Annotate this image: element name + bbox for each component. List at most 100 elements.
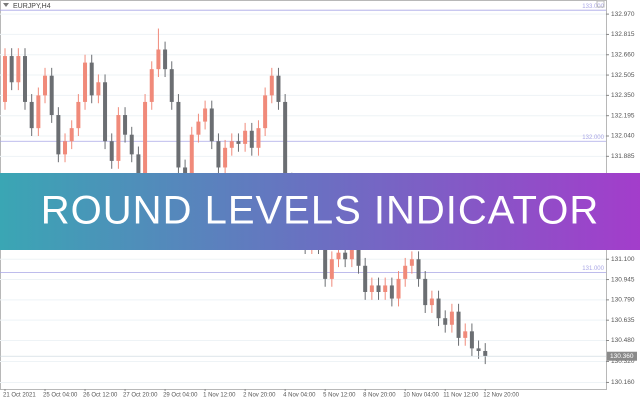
candle-body: [249, 130, 254, 148]
candle-body: [356, 246, 361, 266]
round-level-label: 132.000: [582, 135, 604, 141]
candle-body: [43, 75, 48, 96]
round-level-label: 133.000: [582, 4, 604, 10]
x-tick-label: 21 Oct 2021: [3, 393, 36, 399]
candle-body: [276, 75, 281, 102]
candle-body: [76, 101, 81, 129]
grid: [0, 13, 606, 383]
x-tick-label: 10 Nov 04:00: [403, 393, 439, 399]
candle-body: [369, 285, 374, 292]
y-tick-label: 131.885: [611, 153, 635, 160]
candle-body: [203, 108, 208, 122]
candle-body: [409, 259, 414, 266]
candle-body: [263, 95, 268, 129]
candle-body: [49, 75, 54, 116]
candle-body: [36, 95, 41, 129]
candle-body: [343, 252, 348, 260]
candle-body: [236, 141, 241, 144]
candle-body: [149, 69, 154, 102]
round-level-label: 131.000: [582, 266, 604, 272]
candle-body: [196, 121, 201, 135]
candle-body: [176, 101, 181, 168]
y-tick-label: 130.160: [611, 379, 635, 386]
candle-body: [416, 259, 421, 279]
y-tick-label: 132.970: [611, 11, 635, 18]
candle-body: [23, 56, 28, 102]
candle-body: [169, 69, 174, 102]
y-tick-label: 132.040: [611, 133, 635, 140]
candle-body: [323, 246, 328, 279]
candle-body: [363, 265, 368, 292]
banner: [0, 173, 640, 250]
candle-body: [483, 350, 488, 357]
candle-body: [383, 285, 388, 292]
symbol-label: EURJPY,H4: [13, 3, 51, 10]
candle-body: [89, 62, 94, 96]
candle-body: [243, 130, 248, 144]
candle-body: [63, 141, 68, 155]
candle-body: [163, 49, 168, 70]
candle-body: [209, 108, 214, 142]
y-tick-label: 132.350: [611, 92, 635, 99]
candle-body: [429, 298, 434, 306]
candle-body: [156, 49, 161, 70]
candle-body: [449, 311, 454, 325]
candle-body: [389, 285, 394, 299]
candle-body: [109, 141, 114, 161]
candle-body: [376, 285, 381, 292]
x-tick-label: 12 Nov 20:00: [483, 393, 519, 399]
candle-body: [116, 115, 121, 161]
x-tick-label: 1 Nov 12:00: [203, 393, 236, 399]
candle-body: [436, 298, 441, 319]
y-tick-label: 130.945: [611, 276, 635, 283]
candle-body: [143, 101, 148, 175]
candle-body: [223, 147, 228, 168]
candle-body: [256, 128, 261, 148]
candle-body: [96, 82, 101, 96]
candle-body: [216, 141, 221, 168]
candle-body: [56, 115, 61, 155]
axes: 132.970 132.815 132.660 132.505 132.350 132.1…: [0, 11, 637, 399]
x-tick-label: 5 Nov 12:00: [323, 393, 356, 399]
candle-body: [229, 141, 234, 148]
candle-body: [396, 278, 401, 299]
x-tick-label: 11 Nov 12:00: [443, 393, 479, 399]
current-price-label: 130.360: [610, 353, 634, 360]
candle-body: [9, 56, 14, 83]
x-tick-label: 4 Nov 04:00: [283, 393, 316, 399]
candle-body: [476, 348, 481, 351]
y-tick-label: 130.480: [611, 337, 635, 344]
x-tick-label: 8 Nov 20:00: [363, 393, 396, 399]
candle-body: [123, 115, 128, 135]
x-tick-label: 26 Oct 12:00: [83, 393, 118, 399]
candle-body: [136, 154, 141, 175]
y-tick-label: 130.790: [611, 297, 635, 304]
candle-body: [83, 62, 88, 102]
candle-body: [349, 246, 354, 260]
y-tick-label: 132.505: [611, 72, 635, 79]
y-tick-label: 130.635: [611, 317, 635, 324]
candle-body: [189, 134, 194, 181]
candle-body: [463, 331, 468, 338]
x-tick-label: 27 Oct 20:00: [123, 393, 158, 399]
candle-body: [456, 311, 461, 338]
candle-body: [443, 318, 448, 325]
x-tick-label: 29 Oct 04:00: [163, 393, 198, 399]
candle-body: [29, 101, 34, 129]
round-levels: 133.000 132.000 131.000: [0, 4, 606, 273]
candle-body: [336, 252, 341, 260]
window-icon: [596, 0, 605, 8]
symbol-arrow: [3, 3, 9, 7]
current-price-box: [607, 351, 637, 361]
candle-body: [103, 82, 108, 142]
y-tick-label: 132.815: [611, 31, 635, 38]
banner-text: ROUND LEVELS INDICATOR: [41, 189, 599, 233]
candle-body: [129, 134, 134, 155]
candle-body: [3, 56, 7, 102]
x-tick-label: 2 Nov 20:00: [243, 393, 276, 399]
y-tick-label: 131.100: [611, 256, 635, 263]
candle-body: [469, 331, 474, 349]
candle-body: [269, 75, 274, 96]
